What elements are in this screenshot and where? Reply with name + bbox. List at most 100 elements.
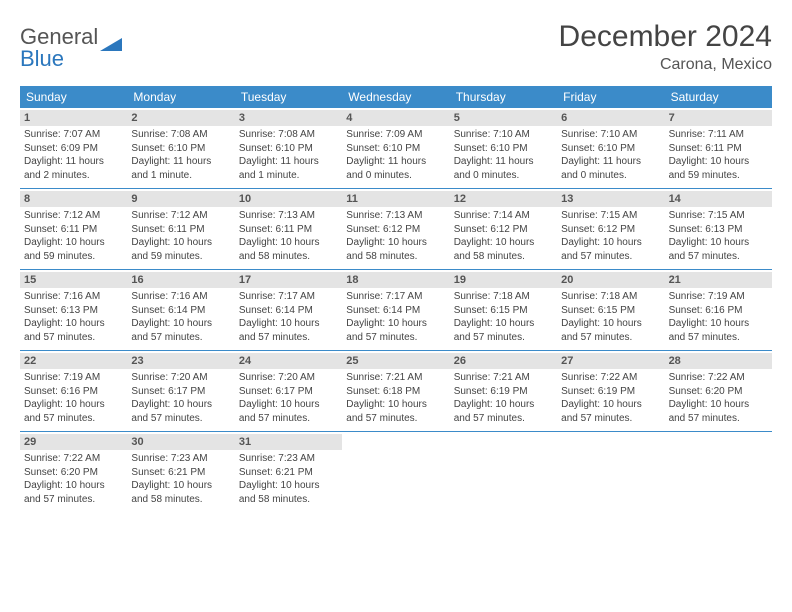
day-cell: 28 Sunrise: 7:22 AMSunset: 6:20 PMDayligh…	[665, 351, 772, 431]
day-details: Sunrise: 7:18 AMSunset: 6:15 PMDaylight:…	[561, 290, 660, 344]
day-cell: 31Sunrise: 7:23 AMSunset: 6:21 PMDayligh…	[235, 432, 342, 512]
day-number: 21	[665, 272, 772, 288]
day-number: 30	[127, 434, 234, 450]
location: Carona, Mexico	[559, 56, 772, 74]
day-number: 22	[20, 353, 127, 369]
day-number: 3	[235, 110, 342, 126]
day-number: 6	[557, 110, 664, 126]
day-details: Sunrise: 7:17 AMSunset: 6:14 PMDaylight:…	[239, 290, 338, 344]
day-number: 29	[20, 434, 127, 450]
day-cell: 7Sunrise: 7:11 AMSunset: 6:11 PMDaylight…	[665, 108, 772, 188]
day-number: 25	[342, 353, 449, 369]
weeks-container: 1Sunrise: 7:07 AMSunset: 6:09 PMDaylight…	[20, 108, 772, 512]
empty-cell	[665, 432, 772, 512]
day-details: Sunrise: 7:15 AMSunset: 6:13 PMDaylight:…	[669, 209, 768, 263]
day-details: Sunrise: 7:10 AMSunset: 6:10 PMDaylight:…	[454, 128, 553, 182]
day-details: Sunrise: 7:19 AMSunset: 6:16 PMDaylight:…	[24, 371, 123, 425]
day-cell: 19Sunrise: 7:18 AMSunset: 6:15 PMDayligh…	[450, 270, 557, 350]
day-cell: 21 Sunrise: 7:19 AMSunset: 6:16 PMDayligh…	[665, 270, 772, 350]
day-cell: 17 Sunrise: 7:17 AMSunset: 6:14 PMDayligh…	[235, 270, 342, 350]
day-details: Sunrise: 7:19 AMSunset: 6:16 PMDaylight:…	[669, 290, 768, 344]
day-cell: 24Sunrise: 7:20 AMSunset: 6:17 PMDayligh…	[235, 351, 342, 431]
day-details: Sunrise: 7:22 AMSunset: 6:20 PMDaylight:…	[24, 452, 123, 506]
day-details: Sunrise: 7:23 AMSunset: 6:21 PMDaylight:…	[239, 452, 338, 506]
day-details: Sunrise: 7:12 AMSunset: 6:11 PMDaylight:…	[131, 209, 230, 263]
day-number: 17	[235, 272, 342, 288]
day-cell: 9Sunrise: 7:12 AMSunset: 6:11 PMDaylight…	[127, 189, 234, 269]
empty-cell	[342, 432, 449, 512]
day-details: Sunrise: 7:16 AMSunset: 6:13 PMDaylight:…	[24, 290, 123, 344]
weekday-header: Friday	[557, 86, 664, 108]
calendar-grid: SundayMondayTuesdayWednesdayThursdayFrid…	[20, 86, 772, 512]
day-cell: 10Sunrise: 7:13 AMSunset: 6:11 PMDayligh…	[235, 189, 342, 269]
week-row: 8Sunrise: 7:12 AMSunset: 6:11 PMDaylight…	[20, 189, 772, 270]
day-details: Sunrise: 7:09 AMSunset: 6:10 PMDaylight:…	[346, 128, 445, 182]
day-details: Sunrise: 7:18 AMSunset: 6:15 PMDaylight:…	[454, 290, 553, 344]
triangle-icon	[98, 35, 126, 62]
weekday-header: Monday	[127, 86, 234, 108]
day-cell: 18 Sunrise: 7:17 AMSunset: 6:14 PMDayligh…	[342, 270, 449, 350]
day-cell: 11 Sunrise: 7:13 AMSunset: 6:12 PMDayligh…	[342, 189, 449, 269]
day-cell: 16 Sunrise: 7:16 AMSunset: 6:14 PMDayligh…	[127, 270, 234, 350]
week-row: 29 Sunrise: 7:22 AMSunset: 6:20 PMDayligh…	[20, 432, 772, 512]
weekday-header: Thursday	[450, 86, 557, 108]
day-details: Sunrise: 7:14 AMSunset: 6:12 PMDaylight:…	[454, 209, 553, 263]
day-cell: 22 Sunrise: 7:19 AMSunset: 6:16 PMDayligh…	[20, 351, 127, 431]
day-number: 20	[557, 272, 664, 288]
logo: General Blue	[20, 20, 126, 70]
day-cell: 29 Sunrise: 7:22 AMSunset: 6:20 PMDayligh…	[20, 432, 127, 512]
day-details: Sunrise: 7:07 AMSunset: 6:09 PMDaylight:…	[24, 128, 123, 182]
empty-cell	[557, 432, 664, 512]
day-details: Sunrise: 7:13 AMSunset: 6:12 PMDaylight:…	[346, 209, 445, 263]
title-block: December 2024 Carona, Mexico	[559, 20, 772, 74]
day-number: 5	[450, 110, 557, 126]
day-details: Sunrise: 7:13 AMSunset: 6:11 PMDaylight:…	[239, 209, 338, 263]
logo-text: General Blue	[20, 26, 98, 70]
day-cell: 2Sunrise: 7:08 AMSunset: 6:10 PMDaylight…	[127, 108, 234, 188]
day-details: Sunrise: 7:10 AMSunset: 6:10 PMDaylight:…	[561, 128, 660, 182]
day-details: Sunrise: 7:20 AMSunset: 6:17 PMDaylight:…	[131, 371, 230, 425]
day-cell: 3 Sunrise: 7:08 AMSunset: 6:10 PMDaylight…	[235, 108, 342, 188]
weekday-header: Wednesday	[342, 86, 449, 108]
day-number: 11	[342, 191, 449, 207]
day-details: Sunrise: 7:22 AMSunset: 6:19 PMDaylight:…	[561, 371, 660, 425]
day-number: 13	[557, 191, 664, 207]
day-number: 7	[665, 110, 772, 126]
day-number: 16	[127, 272, 234, 288]
day-cell: 12 Sunrise: 7:14 AMSunset: 6:12 PMDayligh…	[450, 189, 557, 269]
header-row: General Blue December 2024 Carona, Mexic…	[20, 20, 772, 74]
day-details: Sunrise: 7:21 AMSunset: 6:19 PMDaylight:…	[454, 371, 553, 425]
day-details: Sunrise: 7:16 AMSunset: 6:14 PMDaylight:…	[131, 290, 230, 344]
weekday-header: Tuesday	[235, 86, 342, 108]
day-cell: 14 Sunrise: 7:15 AMSunset: 6:13 PMDayligh…	[665, 189, 772, 269]
day-details: Sunrise: 7:22 AMSunset: 6:20 PMDaylight:…	[669, 371, 768, 425]
logo-line2: Blue	[20, 46, 64, 71]
day-cell: 1Sunrise: 7:07 AMSunset: 6:09 PMDaylight…	[20, 108, 127, 188]
day-cell: 20 Sunrise: 7:18 AMSunset: 6:15 PMDayligh…	[557, 270, 664, 350]
day-number: 23	[127, 353, 234, 369]
weekday-header: Saturday	[665, 86, 772, 108]
day-cell: 15Sunrise: 7:16 AMSunset: 6:13 PMDayligh…	[20, 270, 127, 350]
day-number: 8	[20, 191, 127, 207]
day-details: Sunrise: 7:23 AMSunset: 6:21 PMDaylight:…	[131, 452, 230, 506]
logo-line1: General	[20, 26, 98, 48]
day-number: 14	[665, 191, 772, 207]
week-row: 15Sunrise: 7:16 AMSunset: 6:13 PMDayligh…	[20, 270, 772, 351]
weekday-header: Sunday	[20, 86, 127, 108]
month-title: December 2024	[559, 20, 772, 54]
day-details: Sunrise: 7:08 AMSunset: 6:10 PMDaylight:…	[131, 128, 230, 182]
week-row: 22 Sunrise: 7:19 AMSunset: 6:16 PMDayligh…	[20, 351, 772, 432]
day-number: 4	[342, 110, 449, 126]
day-details: Sunrise: 7:17 AMSunset: 6:14 PMDaylight:…	[346, 290, 445, 344]
calendar-page: General Blue December 2024 Carona, Mexic…	[0, 0, 792, 512]
day-cell: 5 Sunrise: 7:10 AMSunset: 6:10 PMDaylight…	[450, 108, 557, 188]
day-cell: 26 Sunrise: 7:21 AMSunset: 6:19 PMDayligh…	[450, 351, 557, 431]
weekday-header-row: SundayMondayTuesdayWednesdayThursdayFrid…	[20, 86, 772, 108]
day-cell: 13 Sunrise: 7:15 AMSunset: 6:12 PMDayligh…	[557, 189, 664, 269]
day-number: 18	[342, 272, 449, 288]
day-number: 12	[450, 191, 557, 207]
day-number: 26	[450, 353, 557, 369]
day-number: 28	[665, 353, 772, 369]
day-details: Sunrise: 7:15 AMSunset: 6:12 PMDaylight:…	[561, 209, 660, 263]
day-details: Sunrise: 7:08 AMSunset: 6:10 PMDaylight:…	[239, 128, 338, 182]
